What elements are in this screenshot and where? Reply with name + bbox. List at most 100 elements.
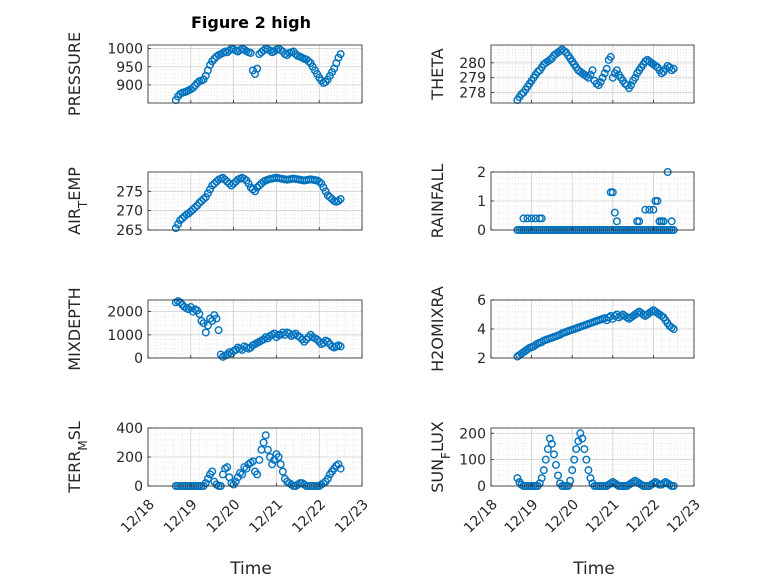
- axes-box: [147, 44, 363, 104]
- data-point: [513, 474, 522, 483]
- y-axis-label: SUNFLUX: [428, 421, 453, 493]
- y-axis-label: PRESSURE: [65, 32, 84, 116]
- data-point: [523, 214, 532, 223]
- data-point: [531, 340, 540, 349]
- subplot-mixdepth: 0 1000 2000 MIXDEPTH: [65, 287, 363, 371]
- y-tick-label: 0: [477, 223, 486, 239]
- data-point: [255, 455, 264, 464]
- data-point: [602, 64, 611, 73]
- data-point: [568, 466, 577, 475]
- data-point: [612, 66, 621, 75]
- y-tick-label: 2: [477, 351, 486, 367]
- data-point: [173, 220, 182, 229]
- data-point: [323, 337, 332, 346]
- y-axis-label: H2OMIXRA: [428, 286, 447, 372]
- data-point: [268, 460, 277, 469]
- data-point: [649, 205, 658, 214]
- y-tick-label: 100: [459, 453, 486, 469]
- data-point: [556, 330, 565, 339]
- data-point: [517, 90, 526, 99]
- data-point: [586, 70, 595, 79]
- axes-box: [147, 299, 363, 359]
- data-point: [278, 467, 287, 476]
- figure-title: Figure 2 high: [191, 13, 311, 32]
- subplot-air-temp: 265 270 275 AIRTEMP: [65, 167, 363, 239]
- data-point: [641, 205, 650, 214]
- data-point: [259, 335, 268, 344]
- data-point: [612, 217, 621, 226]
- y-tick-label: 200: [116, 450, 143, 466]
- data-point: [584, 466, 593, 475]
- data-point: [596, 78, 605, 87]
- y-axis-label: AIRTEMP: [65, 167, 90, 235]
- data-point: [201, 328, 210, 337]
- y-tick-label: 950: [116, 60, 143, 76]
- data-point: [323, 474, 332, 483]
- data-point: [203, 321, 212, 330]
- x-tick-label: 12/19: [161, 497, 201, 537]
- y-axis-label: THETA: [428, 48, 447, 100]
- data-point: [645, 205, 654, 214]
- data-point: [321, 187, 330, 196]
- data-point: [543, 445, 552, 454]
- data-point: [336, 342, 345, 351]
- subplot-sun-flux: 0 100 200 12/18 12/19 12/20 12/21 12/22 12/23 SUN…: [428, 421, 704, 536]
- x-tick-label: 12/22: [623, 497, 663, 537]
- data-point: [250, 187, 259, 196]
- data-point: [259, 438, 268, 447]
- y-tick-label: 400: [116, 421, 143, 437]
- y-tick-label: 0: [134, 479, 143, 495]
- y-axis-label: TERRMSL: [65, 421, 90, 494]
- data-point: [319, 183, 328, 192]
- y-tick-label: 280: [459, 56, 486, 72]
- data-point: [657, 311, 666, 320]
- data-point: [248, 185, 257, 194]
- data-point: [631, 73, 640, 82]
- data-point: [523, 345, 532, 354]
- data-point: [334, 196, 343, 205]
- data-point: [201, 193, 210, 202]
- data-point: [539, 466, 548, 475]
- data-point: [608, 73, 617, 82]
- data-point: [657, 69, 666, 78]
- data-point: [274, 453, 283, 462]
- data-point: [261, 431, 270, 440]
- data-point: [669, 64, 678, 73]
- x-tick-label: 12/23: [332, 497, 372, 537]
- data-point: [317, 179, 326, 188]
- data-point: [188, 83, 197, 92]
- data-point: [553, 471, 562, 480]
- subplot-pressure: 900 950 1000 PRESSURE: [65, 32, 363, 116]
- axes-box: [147, 171, 363, 231]
- y-tick-label: 0: [477, 479, 486, 495]
- data-point: [545, 55, 554, 64]
- data-point: [223, 463, 232, 472]
- data-point: [592, 79, 601, 88]
- y-tick-label: 278: [459, 86, 486, 102]
- data-point: [214, 326, 223, 335]
- x-tick-label: 12/21: [246, 497, 286, 537]
- data-point: [246, 48, 255, 57]
- x-tick-label: 12/20: [204, 497, 244, 537]
- x-tick-label: 12/23: [664, 497, 704, 537]
- data-point: [519, 214, 528, 223]
- data-point: [598, 73, 607, 82]
- subplot-terr-msl: 0 200 400 12/18 12/19 12/20 12/21 12/22 12/23 TER…: [65, 421, 372, 536]
- y-tick-label: 275: [116, 184, 143, 200]
- data-point: [549, 450, 558, 459]
- data-point: [336, 195, 345, 204]
- data-point: [206, 185, 215, 194]
- data-point: [570, 455, 579, 464]
- y-tick-label: 2: [477, 165, 486, 181]
- y-axis-label: RAINFALL: [428, 164, 447, 239]
- data-point: [191, 203, 200, 212]
- data-point: [253, 64, 262, 73]
- data-point: [580, 445, 589, 454]
- data-point: [242, 464, 251, 473]
- axes-box: [490, 427, 695, 487]
- subplot-rainfall: 0 1 2 RAINFALL: [428, 164, 695, 239]
- data-point: [606, 52, 615, 61]
- data-point: [578, 434, 587, 443]
- data-point: [669, 325, 678, 334]
